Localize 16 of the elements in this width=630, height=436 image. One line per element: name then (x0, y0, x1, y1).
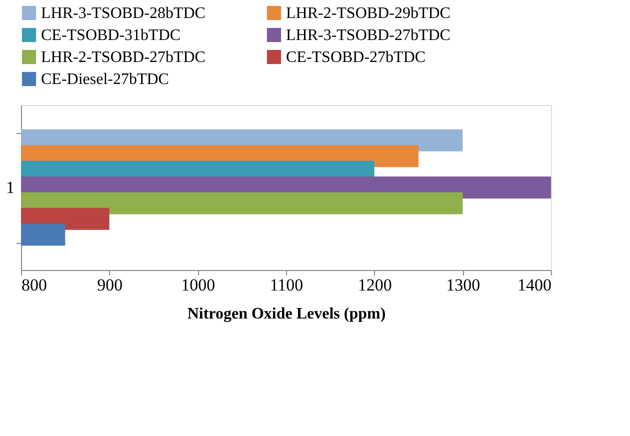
x-tick-label: 800 (22, 276, 47, 294)
legend-label: LHR-2-TSOBD-29bTDC (286, 5, 450, 22)
y-tick-label: 1 (6, 178, 14, 197)
legend-label: CE-TSOBD-27bTDC (286, 49, 426, 66)
x-tick-label: 1400 (518, 276, 552, 294)
legend-label: CE-Diesel-27bTDC (41, 71, 169, 88)
x-tick-label: 900 (97, 276, 123, 294)
x-tick-label: 1000 (181, 276, 216, 294)
x-tick-label: 1300 (446, 276, 480, 294)
legend-label: LHR-2-TSOBD-27bTDC (41, 49, 206, 66)
legend-label: LHR-3-TSOBD-28bTDC (41, 5, 206, 22)
x-tick-label: 1100 (270, 276, 304, 294)
x-tick-label: 1200 (358, 276, 392, 294)
legend-label: LHR-3-TSOBD-27bTDC (286, 27, 450, 44)
x-axis-title: Nitrogen Oxide Levels (ppm) (187, 306, 386, 322)
legend-label: CE-TSOBD-31bTDC (41, 27, 181, 44)
